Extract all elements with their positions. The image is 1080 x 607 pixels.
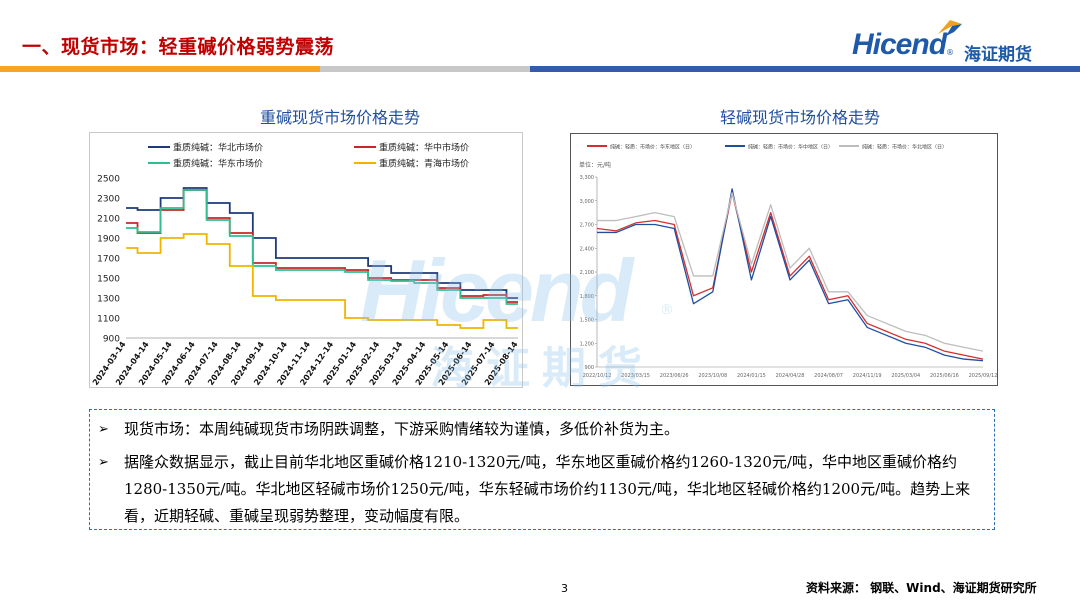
series-line <box>126 189 518 305</box>
y-tick-label: 2,400 <box>580 246 594 252</box>
series-line <box>126 233 518 329</box>
page-number: 3 <box>561 582 568 595</box>
source-note: 资料来源： 钢联、Wind、海证期货研究所 <box>806 581 1037 595</box>
legend-label: 纯碱：轻质：市场价：华东地区（日） <box>610 144 695 151</box>
y-tick-label: 1700 <box>97 255 120 265</box>
y-tick-label: 1500 <box>97 275 120 285</box>
logo-chinese-text: 海证期货 <box>964 45 1032 65</box>
light-soda-chart: 纯碱：轻质：市场价：华东地区（日） 纯碱：轻质：市场价：华中地区（日） 纯碱：轻质：… <box>570 133 998 386</box>
x-tick-label: 2023/06/26 <box>660 373 689 379</box>
x-tick-label: 2023/10/08 <box>698 373 727 379</box>
bullet-arrow-icon: ➢ <box>98 455 109 470</box>
x-tick-label: 2025/09/12 <box>969 373 998 379</box>
bullet-arrow-icon: ➢ <box>98 422 109 437</box>
y-tick-label: 1,200 <box>580 341 594 347</box>
y-tick-label: 1,500 <box>580 318 594 324</box>
note-item: ➢ 据隆众数据显示，截止目前华北地区重碱价格1210-1320元/吨，华东地区重… <box>98 449 986 530</box>
y-tick-label: 1,800 <box>580 294 594 300</box>
y-tick-label: 2,700 <box>580 223 594 229</box>
y-tick-label: 2100 <box>97 215 120 225</box>
page-title: 一、现货市场：轻重碱价格弱势震荡 <box>22 36 335 58</box>
series-line <box>597 188 984 362</box>
legend-label: 重质纯碱：华北市场价 <box>173 142 263 154</box>
x-tick-label: 2025/06/16 <box>930 373 959 379</box>
y-tick-label: 2,100 <box>580 270 594 276</box>
notes-box: ➢ 现货市场：本周纯碱现货市场阴跌调整，下游采购情绪较为谨慎，多低价补货为主。 … <box>89 409 995 530</box>
legend-label: 重质纯碱：青海市场价 <box>379 158 469 170</box>
header-rule-grey <box>320 66 530 72</box>
note-text: 现货市场：本周纯碱现货市场阴跌调整，下游采购情绪较为谨慎，多低价补货为主。 <box>124 420 680 438</box>
header-rule-blue <box>530 66 1080 72</box>
note-text: 据隆众数据显示，截止目前华北地区重碱价格1210-1320元/吨，华东地区重碱价… <box>124 453 971 525</box>
y-tick-label: 2500 <box>97 175 120 185</box>
y-tick-label: 3,000 <box>580 199 594 205</box>
note-item: ➢ 现货市场：本周纯碱现货市场阴跌调整，下游采购情绪较为谨慎，多低价补货为主。 <box>98 416 986 443</box>
unit-label: 单位：元/吨 <box>579 161 611 169</box>
heavy-soda-chart: 重质纯碱：华北市场价 重质纯碱：华中市场价重质纯碱：华东市场价 重质纯碱：青海市场价… <box>89 132 523 388</box>
heavy-chart-title: 重碱现货市场价格走势 <box>259 108 420 127</box>
light-soda-chart-svg: 纯碱：轻质：市场价：华东地区（日） 纯碱：轻质：市场价：华中地区（日） 纯碱：轻质：… <box>579 144 998 380</box>
x-tick-label: 2022/10/12 <box>583 373 612 379</box>
logo-swoosh-icon <box>938 20 962 36</box>
x-tick-label: 2023/03/15 <box>621 373 650 379</box>
legend-label: 纯碱：轻质：市场价：华北地区（日） <box>862 144 947 151</box>
logo-text: Hicend <box>852 28 947 61</box>
y-tick-label: 3,300 <box>580 175 594 181</box>
x-tick-label: 2024/01/15 <box>737 373 766 379</box>
series-line <box>126 189 518 303</box>
y-tick-label: 900 <box>584 365 594 371</box>
y-tick-label: 1300 <box>97 295 120 305</box>
series-line <box>597 192 984 352</box>
header-rule-orange <box>0 66 320 72</box>
legend-label: 重质纯碱：华中市场价 <box>379 142 469 154</box>
light-chart-title: 轻碱现货市场价格走势 <box>719 108 880 127</box>
company-logo: Hicend ® 海证期货 <box>852 18 1062 66</box>
x-tick-label: 2024/08/07 <box>814 373 843 379</box>
series-line <box>596 192 984 360</box>
x-tick-label: 2024/04/28 <box>776 373 805 379</box>
y-tick-label: 900 <box>103 335 120 345</box>
y-tick-label: 1900 <box>97 235 120 245</box>
y-tick-label: 2300 <box>97 195 120 205</box>
legend-label: 重质纯碱：华东市场价 <box>173 158 263 170</box>
logo-registered: ® <box>946 48 954 57</box>
series-line <box>126 187 518 299</box>
x-tick-label: 2025/03/04 <box>891 373 920 379</box>
x-tick-label: 2024/11/19 <box>853 373 882 379</box>
y-tick-label: 1100 <box>97 315 120 325</box>
legend-label: 纯碱：轻质：市场价：华中地区（日） <box>748 144 833 151</box>
